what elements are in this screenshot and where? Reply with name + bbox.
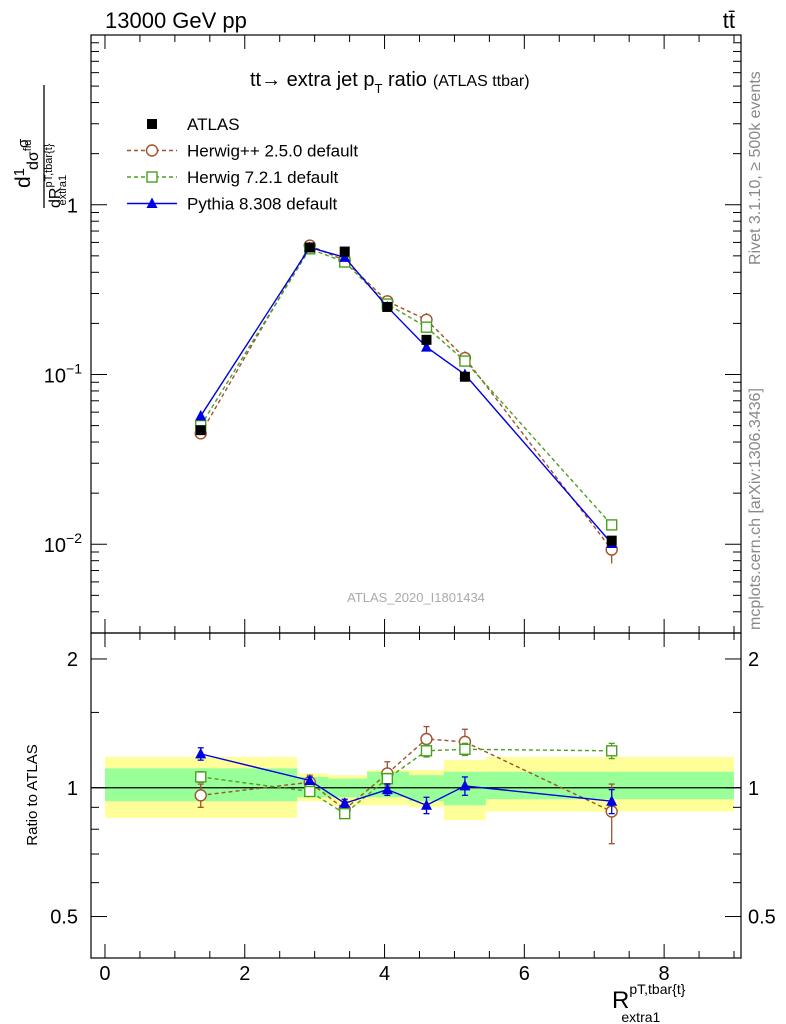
ratio-point xyxy=(459,743,471,755)
ratio-point xyxy=(606,795,618,806)
legend-entry-herwigpp: Herwig++ 2.5.0 default xyxy=(127,142,358,161)
header-right: tt̄ xyxy=(723,8,735,33)
ratio-y-axis-label: Ratio to ATLAS xyxy=(24,744,41,845)
ylabel-denominator: dRpT,tbar{t}extra1 xyxy=(43,143,69,208)
legend-label: Herwig 7.2.1 default xyxy=(187,168,338,187)
ratio-series-pythia xyxy=(195,747,618,815)
header-left: 13000 GeV pp xyxy=(105,8,247,33)
y-tick-label: 1 xyxy=(67,196,78,218)
data-point xyxy=(382,301,393,312)
data-point xyxy=(195,409,207,421)
ratio-series-herwig7 xyxy=(195,742,618,820)
ratio-point xyxy=(304,785,316,798)
ratio-frame xyxy=(90,632,742,959)
x-axis-label: RpT,tbar{t} extra1 xyxy=(612,981,686,1024)
ratio-point xyxy=(195,747,207,759)
data-point xyxy=(605,519,618,531)
series-herwigpp xyxy=(194,239,618,564)
mcplots-label: mcplots.cern.ch [arXiv:1306.3436] xyxy=(747,388,764,630)
ylabel-numerator: dσfid xyxy=(22,140,42,170)
series-data xyxy=(195,242,617,546)
ratio-point xyxy=(195,771,207,783)
series-line xyxy=(200,246,613,544)
ratio-point xyxy=(420,745,433,757)
ratio-panel: 0 2 4 6 8 2 2 1 1 0.5 0.5 xyxy=(50,632,776,985)
main-panel: 1 10−1 10−2 ATLAS_2020_I1801434 tt→ extra … xyxy=(44,34,742,634)
x-tick-label: 2 xyxy=(239,963,250,985)
ratio-y-tick-label-right: 1 xyxy=(748,778,759,800)
ratio-y-tick-label-right: 2 xyxy=(748,649,759,671)
ratio-point xyxy=(420,799,432,810)
data-point xyxy=(420,321,433,333)
data-point xyxy=(339,246,350,257)
ylabel-sigma: σ xyxy=(15,138,32,148)
data-point xyxy=(304,242,315,253)
data-point xyxy=(421,334,432,345)
ratio-point xyxy=(339,797,351,808)
ratio-point xyxy=(605,745,618,757)
ylabel-one-over-sigma: d1 xyxy=(11,168,35,188)
legend-marker xyxy=(146,197,158,208)
data-point xyxy=(459,355,471,367)
data-point xyxy=(459,371,470,382)
legend-label: Pythia 8.308 default xyxy=(187,195,338,214)
chart-title: tt→ extra jet pT ratio (ATLAS ttbar) xyxy=(250,69,530,96)
data-point xyxy=(339,251,351,262)
data-point xyxy=(195,425,206,436)
series-pythia xyxy=(195,241,618,549)
ratio-point xyxy=(381,783,393,795)
legend: ATLAS Herwig++ 2.5.0 default Herwig 7.2.1 … xyxy=(127,115,358,214)
series-line xyxy=(200,247,613,526)
series-herwig7 xyxy=(195,243,618,531)
legend-marker xyxy=(146,171,158,183)
legend-label: Herwig++ 2.5.0 default xyxy=(187,142,358,161)
analysis-id: ATLAS_2020_I1801434 xyxy=(347,590,485,605)
legend-entry-herwig7: Herwig 7.2.1 default xyxy=(127,168,338,187)
data-point xyxy=(420,341,432,352)
rivet-label: Rivet 3.1.10, ≥ 500k events xyxy=(747,71,764,265)
main-y-axis-label: d1 dσfid dRpT,tbar{t}extra1 σ xyxy=(11,85,69,208)
x-tick-label: 6 xyxy=(519,963,530,985)
legend-entry-data: ATLAS xyxy=(147,115,240,134)
data-point xyxy=(606,535,617,546)
ratio-y-tick-label-left: 0.5 xyxy=(50,907,78,929)
y-tick-label: 10−1 xyxy=(44,360,82,387)
ratio-y-tick-label-left: 2 xyxy=(67,649,78,671)
legend-entry-pythia: Pythia 8.308 default xyxy=(127,195,338,214)
ratio-point xyxy=(194,789,207,802)
ratio-y-tick-label-right: 0.5 xyxy=(748,907,776,929)
series-line xyxy=(200,244,613,551)
legend-label: ATLAS xyxy=(187,115,240,134)
ratio-point xyxy=(459,779,471,791)
ratio-point xyxy=(304,774,316,785)
x-tick-label: 4 xyxy=(379,963,390,985)
x-tick-label: 0 xyxy=(99,963,110,985)
ratio-y-tick-label-left: 1 xyxy=(67,778,78,800)
ratio-point xyxy=(381,772,394,785)
legend-marker xyxy=(147,119,157,129)
x-tick-label: 8 xyxy=(659,963,670,985)
ratio-band-inner xyxy=(485,771,735,800)
ratio-point xyxy=(420,732,433,746)
legend-marker xyxy=(145,144,159,157)
y-tick-label: 10−2 xyxy=(44,530,82,557)
ratio-point xyxy=(339,807,351,820)
